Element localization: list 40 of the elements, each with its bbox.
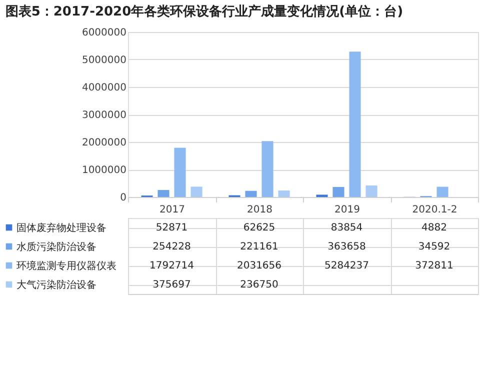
data-label: 62625 <box>243 222 276 234</box>
data-label: 2031656 <box>236 260 282 272</box>
y-tick-label: 5000000 <box>82 55 126 66</box>
y-tick-label: 0 <box>120 192 126 204</box>
data-label: 254228 <box>152 242 191 252</box>
bar <box>174 148 186 197</box>
data-label: 52871 <box>156 222 188 234</box>
bar <box>349 52 361 197</box>
data-label: 4882 <box>422 222 447 234</box>
y-tick-label: 4000000 <box>82 82 126 94</box>
x-tick-label: 2020.1-2 <box>412 204 458 216</box>
x-tick-label: 2017 <box>160 204 185 216</box>
bar <box>262 141 274 197</box>
bar <box>332 187 344 197</box>
legend-label: 水质污染防治设备 <box>16 241 96 253</box>
chart-title: 图表5：2017-2020年各类环保设备行业产成量变化情况(单位：台) <box>5 4 404 20</box>
data-label: 221161 <box>240 242 278 252</box>
bar <box>436 186 448 197</box>
y-tick-label: 3000000 <box>82 110 126 121</box>
data-label: 34592 <box>418 242 450 252</box>
legend-label: 固体废弃物处理设备 <box>16 222 106 234</box>
x-tick-label: 2018 <box>247 204 272 216</box>
data-label: 1792714 <box>149 260 194 272</box>
bar <box>190 186 202 197</box>
bar <box>245 190 257 197</box>
y-tick-label: 6000000 <box>82 28 126 38</box>
data-label: 372811 <box>415 260 454 272</box>
data-label: 236750 <box>240 280 278 290</box>
data-label: 83854 <box>330 222 363 234</box>
data-label: 375697 <box>152 280 191 290</box>
bar <box>158 190 170 197</box>
legend-label: 环境监测专用仪器仪表 <box>16 260 116 272</box>
bar <box>278 190 290 197</box>
bar <box>366 185 378 197</box>
data-label: 363658 <box>328 242 366 252</box>
y-tick-label: 2000000 <box>82 138 126 148</box>
x-tick-label: 2019 <box>334 204 360 216</box>
legend-label: 大气污染防治设备 <box>16 279 96 291</box>
y-tick-label: 1000000 <box>82 165 126 176</box>
data-label: 5284237 <box>324 260 370 272</box>
